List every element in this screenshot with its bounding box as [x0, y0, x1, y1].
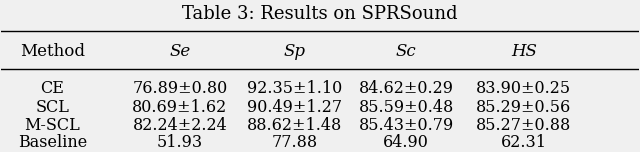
Text: 85.59±0.48: 85.59±0.48: [358, 99, 454, 116]
Text: 82.24±2.24: 82.24±2.24: [132, 117, 227, 134]
Text: 76.89±0.80: 76.89±0.80: [132, 80, 227, 97]
Text: SCL: SCL: [35, 99, 69, 116]
Text: Method: Method: [20, 43, 85, 60]
Text: Table 3: Results on SPRSound: Table 3: Results on SPRSound: [182, 5, 458, 23]
Text: 90.49±1.27: 90.49±1.27: [247, 99, 342, 116]
Text: Baseline: Baseline: [18, 134, 87, 151]
Text: 85.29±0.56: 85.29±0.56: [476, 99, 572, 116]
Text: 83.90±0.25: 83.90±0.25: [476, 80, 572, 97]
Text: 77.88: 77.88: [271, 134, 317, 151]
Text: 92.35±1.10: 92.35±1.10: [247, 80, 342, 97]
Text: Sp: Sp: [284, 43, 305, 60]
Text: 84.62±0.29: 84.62±0.29: [358, 80, 454, 97]
Text: Se: Se: [169, 43, 191, 60]
Text: 64.90: 64.90: [383, 134, 429, 151]
Text: M-SCL: M-SCL: [24, 117, 80, 134]
Text: 62.31: 62.31: [501, 134, 547, 151]
Text: Sc: Sc: [396, 43, 417, 60]
Text: 80.69±1.62: 80.69±1.62: [132, 99, 227, 116]
Text: 88.62±1.48: 88.62±1.48: [247, 117, 342, 134]
Text: HS: HS: [511, 43, 537, 60]
Text: 51.93: 51.93: [157, 134, 203, 151]
Text: 85.27±0.88: 85.27±0.88: [476, 117, 572, 134]
Text: CE: CE: [40, 80, 64, 97]
Text: 85.43±0.79: 85.43±0.79: [358, 117, 454, 134]
